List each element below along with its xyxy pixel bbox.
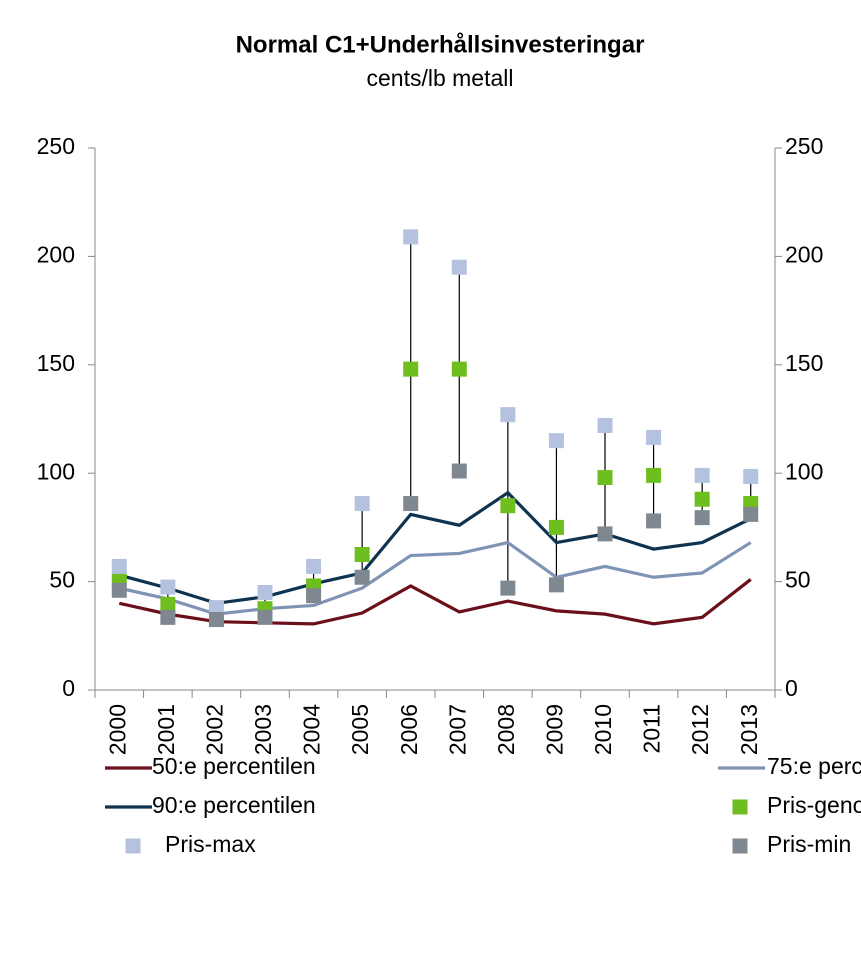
legend-label: Pris-max: [165, 831, 256, 857]
legend-swatch: [732, 799, 748, 815]
marker: [597, 418, 613, 434]
series-line: [118, 578, 752, 626]
marker: [548, 433, 564, 449]
x-tick-label: 2000: [104, 704, 130, 755]
marker: [694, 467, 710, 483]
marker: [354, 569, 370, 585]
marker: [306, 558, 322, 574]
series-line: [118, 490, 752, 605]
marker: [111, 558, 127, 574]
y-tick-label: 100: [37, 458, 75, 484]
x-tick-label: 2010: [590, 704, 616, 755]
marker: [646, 467, 662, 483]
x-tick-label: 2006: [396, 704, 422, 755]
marker: [451, 361, 467, 377]
x-tick-label: 2002: [202, 704, 228, 755]
marker: [597, 470, 613, 486]
marker: [694, 491, 710, 507]
x-tick-label: 2008: [493, 704, 519, 755]
marker: [354, 496, 370, 512]
marker: [111, 582, 127, 598]
marker: [743, 506, 759, 522]
y-tick-label: 200: [37, 241, 75, 267]
chart-title: Normal C1+Underhållsinvesteringar: [236, 31, 645, 58]
y-tick-label: 0: [62, 675, 75, 701]
marker: [597, 526, 613, 542]
x-tick-label: 2013: [736, 704, 762, 755]
y-tick-label: 50: [49, 567, 75, 593]
marker: [354, 547, 370, 562]
y2-tick-label: 150: [785, 350, 823, 376]
x-tick-label: 2007: [444, 704, 470, 755]
x-tick-label: 2005: [347, 704, 373, 755]
marker: [694, 510, 710, 526]
marker: [451, 259, 467, 275]
x-tick-label: 2011: [639, 704, 665, 753]
marker: [160, 609, 176, 625]
marker: [160, 596, 176, 612]
marker: [160, 579, 176, 595]
legend-swatch: [732, 838, 748, 854]
marker: [646, 429, 662, 445]
x-tick-label: 2009: [542, 704, 568, 755]
y2-tick-label: 100: [785, 458, 823, 484]
legend-label: 75:e percentilen: [767, 753, 861, 779]
marker: [403, 361, 419, 377]
marker: [208, 612, 224, 628]
chart-subtitle: cents/lb metall: [366, 65, 513, 91]
marker: [306, 588, 322, 604]
marker: [257, 609, 273, 625]
legend-swatch: [125, 838, 141, 854]
marker: [743, 468, 759, 484]
marker: [451, 463, 467, 479]
y2-tick-label: 250: [785, 133, 823, 159]
marker: [548, 577, 564, 593]
y-tick-label: 150: [37, 350, 75, 376]
y2-tick-label: 200: [785, 241, 823, 267]
marker: [548, 519, 564, 535]
marker: [500, 580, 516, 596]
x-tick-label: 2004: [299, 704, 325, 755]
y-tick-label: 250: [37, 133, 75, 159]
legend-label: 50:e percentilen: [152, 753, 316, 779]
y2-tick-label: 50: [785, 567, 811, 593]
marker: [403, 496, 419, 512]
x-tick-label: 2012: [687, 704, 713, 755]
marker: [208, 600, 224, 616]
x-tick-label: 2001: [153, 704, 179, 755]
y2-tick-label: 0: [785, 675, 798, 701]
marker: [403, 229, 419, 245]
marker: [257, 584, 273, 600]
legend-label: Pris-min: [767, 831, 851, 857]
legend-label: 90:e percentilen: [152, 792, 316, 818]
legend-label: Pris-genomsnitt: [767, 792, 861, 818]
marker: [646, 513, 662, 529]
marker: [500, 498, 516, 514]
marker: [500, 407, 516, 423]
x-tick-label: 2003: [250, 704, 276, 755]
series-line: [118, 540, 752, 616]
